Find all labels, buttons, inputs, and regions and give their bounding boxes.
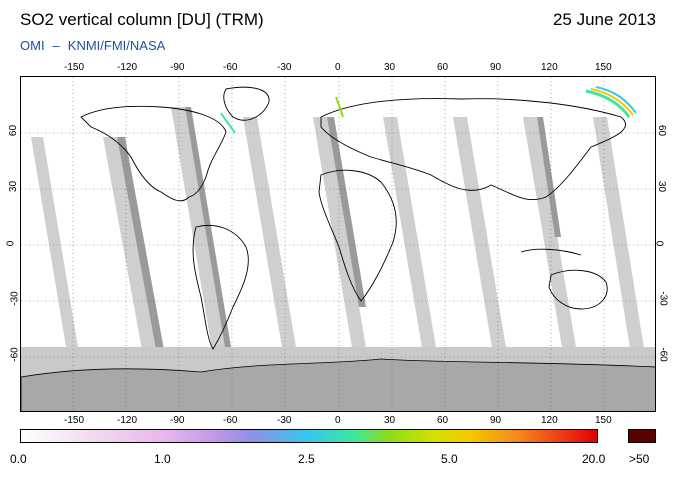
lat-tick-label: 60 <box>656 124 668 137</box>
so2-map <box>20 76 656 412</box>
lon-tick-label: -30 <box>277 62 292 73</box>
map-date: 25 June 2013 <box>552 10 656 29</box>
lon-tick-label: -150 <box>64 415 85 426</box>
lat-tick-label: 30 <box>656 180 668 193</box>
lat-tick-label: -30 <box>657 291 669 306</box>
lon-tick-label: 150 <box>595 415 612 426</box>
lon-tick-label: -120 <box>117 62 138 73</box>
lon-tick-label: -120 <box>117 415 138 426</box>
lon-tick-label: 90 <box>490 415 502 426</box>
lon-tick-label: 90 <box>490 62 502 73</box>
lon-tick-label: -60 <box>223 415 238 426</box>
lon-tick-label: -90 <box>170 62 185 73</box>
orbit-gaps <box>31 107 647 377</box>
colorbar-label: 0.0 <box>10 452 27 466</box>
lon-tick-label: -60 <box>223 62 238 73</box>
credit-instrument: OMI <box>20 38 45 53</box>
south-america <box>192 225 249 350</box>
map-canvas <box>21 77 655 411</box>
lat-tick-label: 60 <box>8 124 20 137</box>
credit-institutions: KNMI/FMI/NASA <box>67 38 166 53</box>
colorbar <box>20 429 598 443</box>
coastlines <box>80 86 627 350</box>
colorbar-max-label: >50 <box>629 452 650 466</box>
lon-tick-label: -90 <box>170 415 185 426</box>
so2-signal <box>220 86 637 134</box>
antarctica <box>21 358 655 411</box>
lon-tick-label: 30 <box>384 415 396 426</box>
australia <box>548 269 608 310</box>
lon-tick-label: 120 <box>541 415 558 426</box>
map-title: SO2 vertical column [DU] (TRM) <box>20 10 264 29</box>
colorbar-label: 5.0 <box>441 452 458 466</box>
credit-separator: – <box>52 38 60 53</box>
north-america <box>80 105 227 202</box>
lon-tick-label: 150 <box>595 62 612 73</box>
indonesia <box>520 248 582 256</box>
lon-tick-label: 120 <box>541 62 558 73</box>
lat-tick-label: 30 <box>8 180 20 193</box>
greenland <box>223 86 270 121</box>
lon-tick-label: -150 <box>64 62 85 73</box>
lon-tick-label: 0 <box>335 415 341 426</box>
lon-tick-label: 60 <box>437 62 449 73</box>
colorbar-label: 1.0 <box>154 452 171 466</box>
europe-asia <box>320 98 627 201</box>
colorbar-label: 2.5 <box>298 452 315 466</box>
lat-tick-label: -60 <box>657 347 669 362</box>
africa <box>318 169 397 302</box>
lon-tick-label: -30 <box>277 415 292 426</box>
lon-tick-label: 30 <box>384 62 396 73</box>
lon-tick-label: 0 <box>335 62 341 73</box>
credit-line: OMI – KNMI/FMI/NASA <box>20 38 165 53</box>
lon-tick-label: 60 <box>437 415 449 426</box>
colorbar-label: 20.0 <box>582 452 606 466</box>
orbit-gaps-dark <box>117 107 561 377</box>
lat-tick-label: 0 <box>5 240 17 247</box>
colorbar-max-swatch <box>628 429 656 443</box>
